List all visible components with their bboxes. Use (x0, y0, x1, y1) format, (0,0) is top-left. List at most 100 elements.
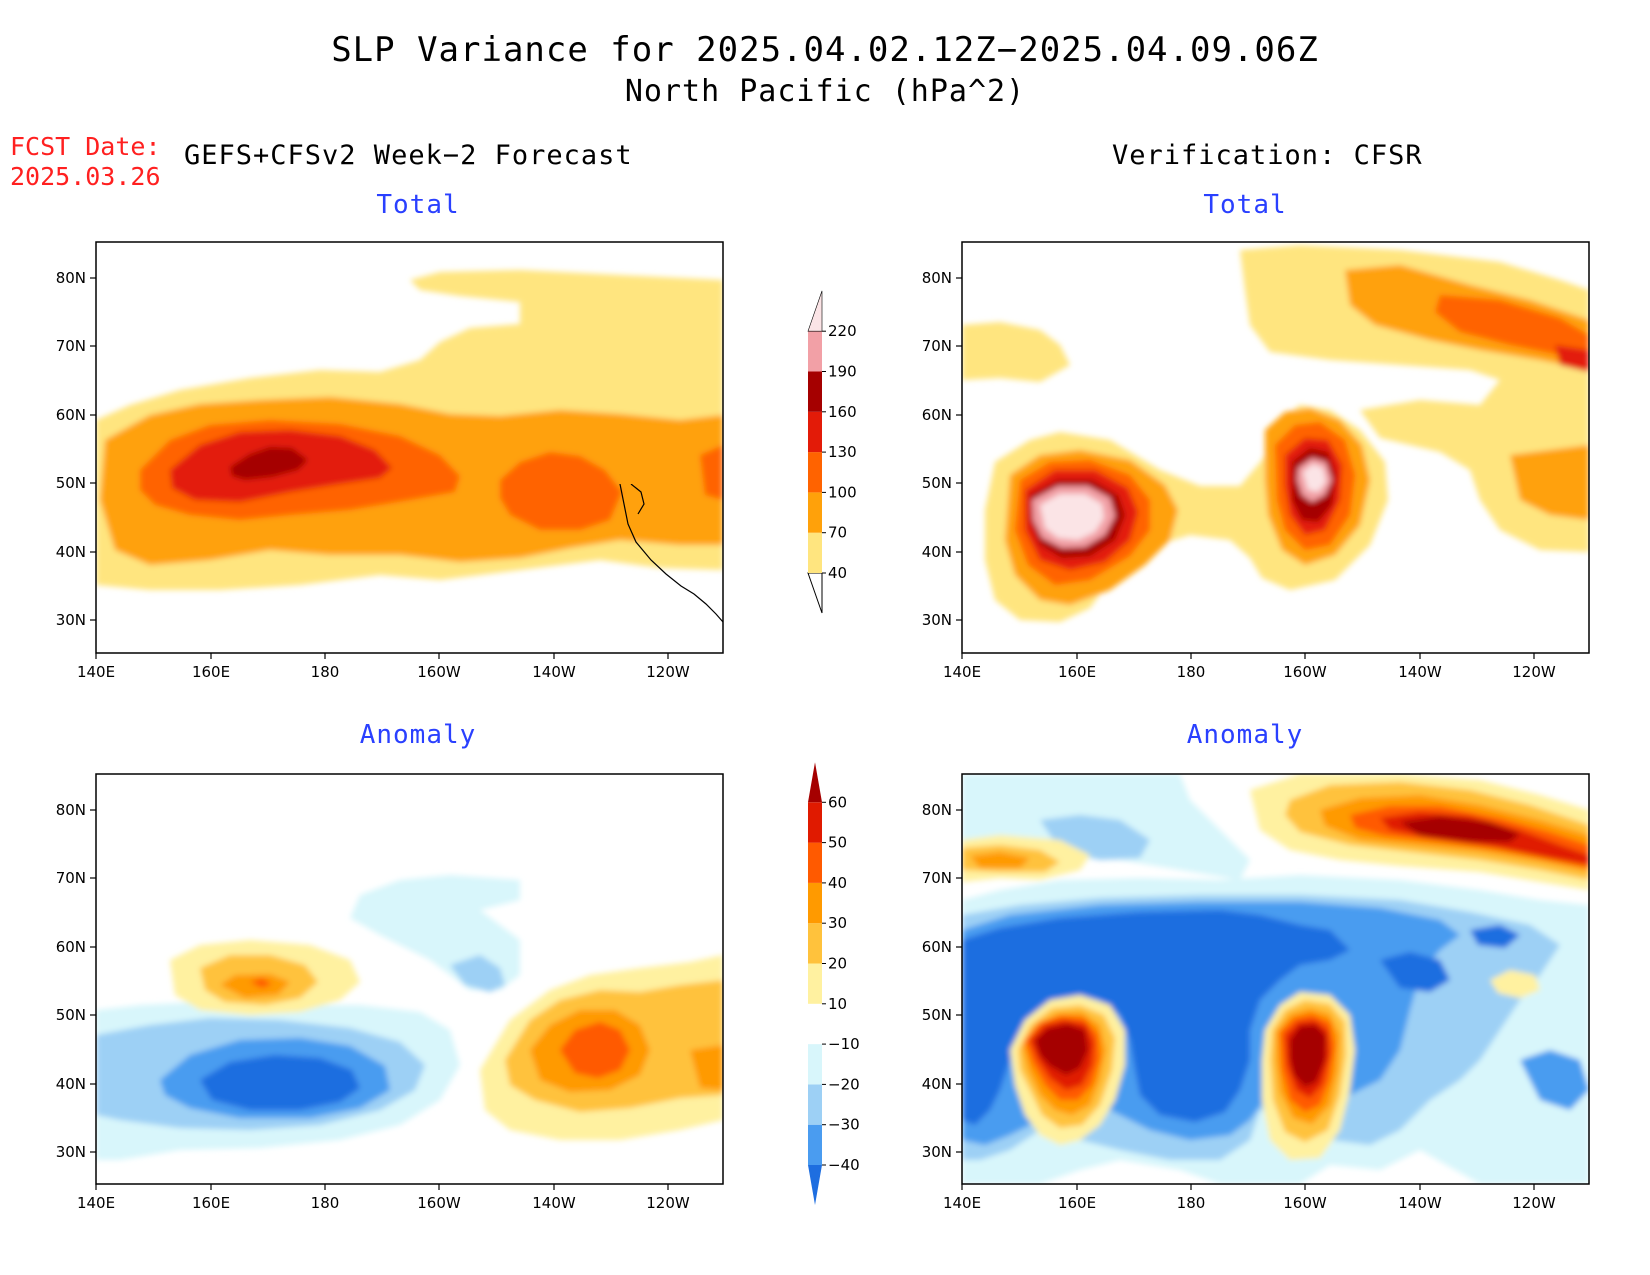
colorbar-total-tail (807, 572, 823, 614)
forecast-anomaly-lat-label: 30N (56, 1143, 86, 1161)
fcst-date-label: FCST Date: (10, 132, 161, 161)
colorbar-total-swatch (807, 290, 823, 332)
forecast-total-lat-label: 80N (56, 269, 86, 287)
forecast-anomaly-lat-label: 60N (56, 938, 86, 956)
verification-total-lat-label: 50N (922, 474, 952, 492)
verification-total-lon-label: 180 (1177, 663, 1206, 681)
forecast-anomaly-map (95, 773, 724, 1185)
forecast-total-lat-label: 70N (56, 337, 86, 355)
forecast-total-lat-label: 50N (56, 474, 86, 492)
colorbar-anomaly-label: −40 (828, 1156, 860, 1174)
colorbar-anomaly-swatch (808, 842, 822, 883)
verification-total-lon-label: 120W (1512, 663, 1556, 681)
forecast-total-lon-label: 140W (532, 663, 576, 681)
verification-anomaly-lat-label: 40N (922, 1075, 952, 1093)
colorbar-anomaly-label: 30 (828, 914, 847, 932)
fcst-date-value: 2025.03.26 (10, 162, 161, 191)
verification-anomaly-lon-label: 140E (943, 1194, 981, 1212)
forecast-anomaly-lat-label: 80N (56, 801, 86, 819)
forecast-total-map (95, 241, 724, 654)
colorbar-anomaly-label: 60 (828, 793, 847, 811)
panel-title-forecast-anomaly: Anomaly (359, 720, 477, 750)
colorbar-total-swatch (808, 371, 822, 412)
colorbar-total-label: 160 (828, 403, 857, 421)
verification-anomaly-lat-label: 30N (922, 1143, 952, 1161)
colorbar-total-label: 190 (828, 363, 857, 381)
forecast-total-lat-label: 40N (56, 543, 86, 561)
forecast-total-lon-label: 140E (77, 663, 115, 681)
colorbar-anomaly-label: −30 (828, 1116, 860, 1134)
forecast-total-lon-label: 180 (311, 663, 340, 681)
verification-total-lat-label: 40N (922, 543, 952, 561)
colorbar-total-label: 40 (828, 564, 847, 582)
colorbar-anomaly-swatch (808, 1124, 822, 1165)
colorbar-anomaly: −40 −30 −20 −10 10 20 30 40 50 60 (808, 762, 860, 1205)
verification-anomaly-lat-label: 60N (922, 938, 952, 956)
subtitle: North Pacific (hPa^2) (624, 74, 1026, 109)
forecast-anomaly-lon-label: 180 (311, 1194, 340, 1212)
colorbar-total-swatch (808, 492, 822, 533)
colorbar-total-swatch (808, 452, 822, 493)
verification-total-lon-label: 160E (1058, 663, 1096, 681)
colorbar-anomaly-label: 50 (828, 834, 847, 852)
verification-anomaly-lat-label: 70N (922, 869, 952, 887)
forecast-anomaly-lat-label: 40N (56, 1075, 86, 1093)
panel-title-verification-total: Total (1203, 190, 1287, 220)
colorbar-anomaly-swatch (808, 1084, 822, 1125)
verification-anomaly-lon-label: 160E (1058, 1194, 1096, 1212)
main-title: SLP Variance for 2025.04.02.12Z−2025.04.… (331, 30, 1319, 70)
colorbar-anomaly-label: −10 (828, 1035, 860, 1053)
colorbar-total: 40 70 100 130 160 190 220 (807, 290, 857, 614)
verification-anomaly-lat-label: 80N (922, 801, 952, 819)
colorbar-anomaly-label: −20 (828, 1075, 860, 1093)
forecast-total-lon-label: 160W (417, 663, 461, 681)
verification-anomaly-lon-label: 160W (1283, 1194, 1327, 1212)
verification-total-lat-label: 60N (922, 406, 952, 424)
forecast-anomaly-lon-label: 140E (77, 1194, 115, 1212)
verification-anomaly-lon-label: 180 (1177, 1194, 1206, 1212)
forecast-anomaly-lon-label: 140W (532, 1194, 576, 1212)
verification-total-lon-label: 140W (1398, 663, 1442, 681)
verification-total-lon-label: 140E (943, 663, 981, 681)
colorbar-anomaly-swatch (808, 762, 822, 803)
verification-anomaly-map (961, 773, 1590, 1185)
verification-total-map (961, 241, 1590, 654)
colorbar-total-swatch (808, 411, 822, 453)
colorbar-total-label: 70 (828, 524, 847, 542)
colorbar-anomaly-swatch (808, 1044, 822, 1085)
forecast-total-lat-label: 30N (56, 611, 86, 629)
colorbar-total-swatch (808, 532, 822, 573)
colorbar-total-swatch (808, 331, 822, 372)
colorbar-anomaly-label: 10 (828, 995, 847, 1013)
forecast-anomaly-lon-label: 120W (646, 1194, 690, 1212)
verification-total-lat-label: 80N (922, 269, 952, 287)
colorbar-anomaly-swatch (808, 923, 822, 964)
forecast-anomaly-lat-label: 50N (56, 1006, 86, 1024)
verification-total-lat-label: 30N (922, 611, 952, 629)
colorbar-total-label: 100 (828, 483, 857, 501)
verification-total-lon-label: 160W (1283, 663, 1327, 681)
verification-anomaly-lat-label: 50N (922, 1006, 952, 1024)
colorbar-anomaly-swatch (808, 1003, 822, 1045)
forecast-anomaly-lon-label: 160W (417, 1194, 461, 1212)
colorbar-anomaly-swatch (808, 963, 822, 1004)
verification-total-lat-label: 70N (922, 337, 952, 355)
colorbar-anomaly-swatch (808, 802, 822, 843)
verification-header: Verification: CFSR (1112, 140, 1423, 171)
colorbar-anomaly-swatch (808, 882, 822, 924)
verification-anomaly-lon-label: 140W (1398, 1194, 1442, 1212)
colorbar-total-label: 220 (828, 322, 857, 340)
verification-anomaly-lon-label: 120W (1512, 1194, 1556, 1212)
forecast-total-lon-label: 120W (646, 663, 690, 681)
colorbar-anomaly-label: 20 (828, 955, 847, 973)
colorbar-anomaly-swatch (808, 1165, 822, 1205)
forecast-anomaly-lon-label: 160E (192, 1194, 230, 1212)
forecast-anomaly-lat-label: 70N (56, 869, 86, 887)
forecast-total-lat-label: 60N (56, 406, 86, 424)
panel-title-verification-anomaly: Anomaly (1186, 720, 1304, 750)
forecast-total-lon-label: 160E (192, 663, 230, 681)
panel-title-forecast-total: Total (376, 190, 460, 220)
colorbar-total-label: 130 (828, 443, 857, 461)
colorbar-anomaly-label: 40 (828, 874, 847, 892)
